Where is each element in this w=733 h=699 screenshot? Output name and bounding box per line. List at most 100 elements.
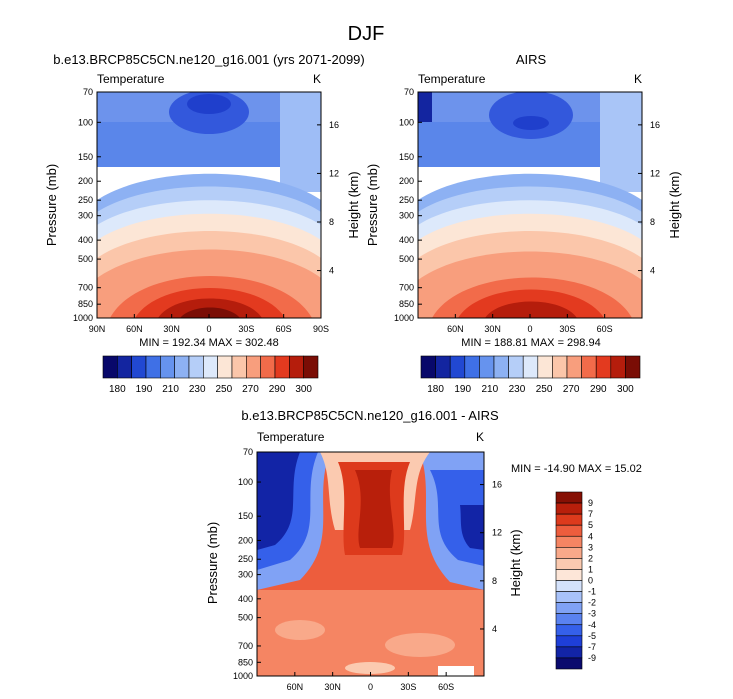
colorbar-label: 300 xyxy=(617,384,634,395)
colorbar-swatch xyxy=(231,355,247,379)
colorbar-swatch xyxy=(260,355,276,379)
x-tick-label: 30N xyxy=(163,324,180,334)
x-tick-label: 90N xyxy=(89,324,106,334)
colorbar-label: 250 xyxy=(215,384,232,395)
colorbar-swatch xyxy=(555,613,583,626)
x-tick-label: 0 xyxy=(527,324,532,334)
pressure-tick-label: 700 xyxy=(238,641,253,651)
pressure-tick-label: 100 xyxy=(238,477,253,487)
colorbar-label: 300 xyxy=(295,384,312,395)
y2-axis-label: Height (km) xyxy=(346,171,361,238)
colorbar-label: -2 xyxy=(588,598,596,608)
colorbar-swatch xyxy=(508,355,524,379)
contour-field xyxy=(97,92,321,318)
height-tick-label: 16 xyxy=(650,120,660,130)
pressure-tick-label: 400 xyxy=(78,235,93,245)
colorbar-swatch xyxy=(555,513,583,526)
pressure-tick-label: 100 xyxy=(399,117,414,127)
height-tick-label: 8 xyxy=(492,576,497,586)
contour-field xyxy=(418,92,642,318)
pressure-tick-label: 700 xyxy=(399,283,414,293)
colorbar-swatch xyxy=(555,491,583,504)
colorbar-label: -4 xyxy=(588,620,596,630)
colorbar-label: -9 xyxy=(588,653,596,663)
pressure-tick-label: 500 xyxy=(238,613,253,623)
colorbar-label: 230 xyxy=(189,384,206,395)
colorbar-swatch xyxy=(420,355,436,379)
height-tick-label: 16 xyxy=(329,120,339,130)
colorbar-swatch xyxy=(610,355,626,379)
colorbar-label: 180 xyxy=(109,384,126,395)
units-label: K xyxy=(634,72,642,86)
pressure-tick-label: 200 xyxy=(78,176,93,186)
colorbar-label: -3 xyxy=(588,609,596,619)
pressure-tick-label: 150 xyxy=(399,152,414,162)
pressure-tick-label: 250 xyxy=(78,195,93,205)
x-tick-label: 60S xyxy=(597,324,613,334)
x-tick-label: 30S xyxy=(400,682,416,692)
pressure-tick-label: 850 xyxy=(238,657,253,667)
height-tick-label: 8 xyxy=(650,217,655,227)
colorbar-swatch xyxy=(555,580,583,592)
colorbar-swatch xyxy=(274,355,290,379)
height-tick-label: 12 xyxy=(650,168,660,178)
colorbar-label: 0 xyxy=(588,576,593,586)
colorbar-swatch xyxy=(303,355,319,379)
pressure-tick-label: 100 xyxy=(78,117,93,127)
height-tick-label: 12 xyxy=(492,528,502,538)
height-tick-label: 12 xyxy=(329,168,339,178)
colorbar-swatch xyxy=(203,355,218,379)
colorbar-swatch xyxy=(217,355,233,379)
chart-title: b.e13.BRCP85C5CN.ne120_g16.001 (yrs 2071… xyxy=(53,52,364,67)
height-tick-label: 16 xyxy=(492,480,502,490)
pressure-tick-label: 250 xyxy=(399,195,414,205)
x-tick-label: 60S xyxy=(276,324,292,334)
model-temperature-panel: b.e13.BRCP85C5CN.ne120_g16.001 (yrs 2071… xyxy=(44,52,365,395)
colorbar-swatch xyxy=(145,355,161,379)
x-tick-label: 30N xyxy=(324,682,341,692)
colorbar-label: 210 xyxy=(162,384,179,395)
pressure-tick-label: 500 xyxy=(78,254,93,264)
left-label: Temperature xyxy=(418,72,486,86)
colorbar-swatch xyxy=(117,355,132,379)
colorbar-swatch xyxy=(552,355,568,379)
colorbar-swatch xyxy=(555,624,583,637)
height-tick-label: 4 xyxy=(329,266,334,276)
colorbar-swatch xyxy=(595,355,612,379)
x-tick-label: 60N xyxy=(287,682,304,692)
colorbar-label: 230 xyxy=(509,384,526,395)
x-tick-label: 0 xyxy=(206,324,211,334)
colorbar-label: 2 xyxy=(588,553,593,563)
pressure-tick-label: 1000 xyxy=(233,671,253,681)
pressure-tick-label: 850 xyxy=(78,299,93,309)
x-tick-label: 30N xyxy=(484,324,501,334)
height-tick-label: 4 xyxy=(650,266,655,276)
colorbar-label: 190 xyxy=(136,384,153,395)
difference-panel: b.e13.BRCP85C5CN.ne120_g16.001 - AIRS Te… xyxy=(205,408,642,692)
min-max-label: MIN = 192.34 MAX = 302.48 xyxy=(139,337,278,349)
pressure-tick-label: 300 xyxy=(238,570,253,580)
y-axis-label: Pressure (mb) xyxy=(44,164,59,246)
pressure-tick-label: 300 xyxy=(78,211,93,221)
colorbar-label: 4 xyxy=(588,531,593,541)
colorbar-swatch xyxy=(464,355,480,379)
x-tick-label: 60N xyxy=(126,324,143,334)
height-tick-label: 4 xyxy=(492,624,497,634)
colorbar-swatch xyxy=(555,602,583,614)
pressure-tick-label: 400 xyxy=(238,594,253,604)
pressure-tick-label: 400 xyxy=(399,235,414,245)
colorbar-swatch xyxy=(555,657,583,670)
pressure-tick-label: 200 xyxy=(238,535,253,545)
colorbar-swatch xyxy=(555,635,583,648)
colorbar-swatch xyxy=(537,355,553,379)
colorbar-label: 290 xyxy=(590,384,607,395)
page-title: DJF xyxy=(348,23,385,45)
colorbar-swatch xyxy=(188,355,204,379)
left-label: Temperature xyxy=(97,72,165,86)
colorbar-label: 7 xyxy=(588,509,593,519)
colorbar-swatch xyxy=(555,646,583,659)
colorbar-swatch xyxy=(289,355,304,379)
colorbar-swatch xyxy=(435,355,451,379)
pressure-tick-label: 150 xyxy=(238,511,253,521)
